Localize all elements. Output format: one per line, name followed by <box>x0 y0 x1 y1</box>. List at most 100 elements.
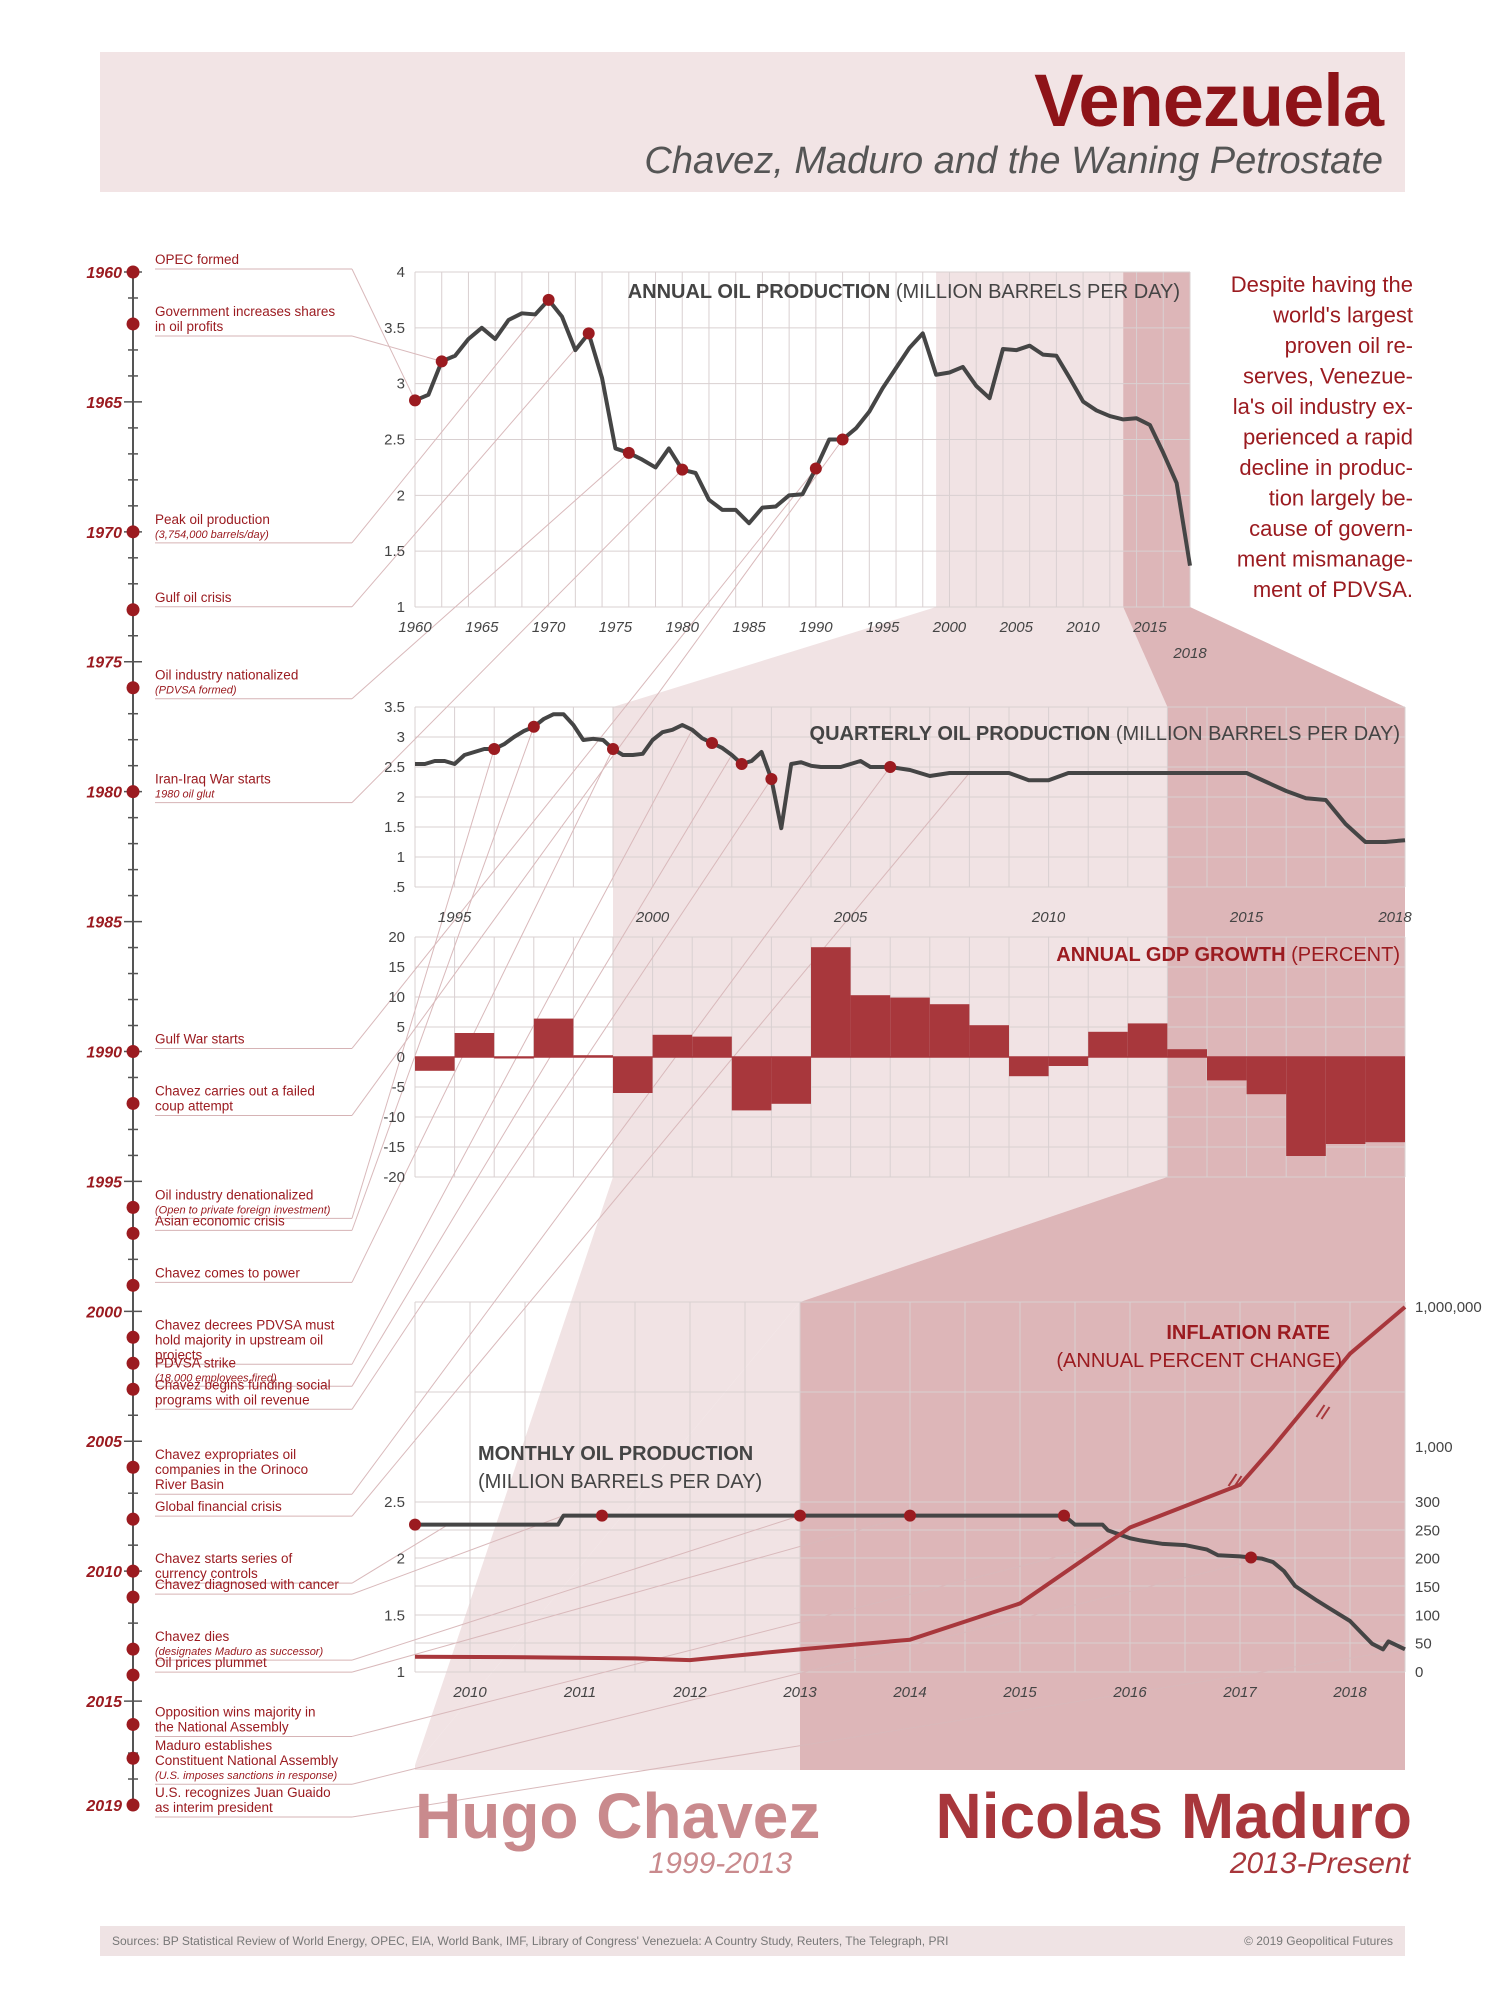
timeline-event-label: Maduro establishes <box>155 1738 272 1753</box>
timeline-event-dot <box>126 317 140 331</box>
gdp-bar <box>771 1057 811 1104</box>
timeline-event-label: OPEC formed <box>155 252 239 267</box>
timeline-event-label: Oil industry nationalized <box>155 668 298 683</box>
timeline-year-label: 1960 <box>86 265 122 282</box>
monthly-chart-unit: (MILLION BARRELS PER DAY) <box>478 1471 762 1493</box>
monthly-x-tick: 2016 <box>1112 1684 1147 1701</box>
timeline-event: Chavez diagnosed with cancer <box>126 1577 339 1604</box>
gdp-bar <box>652 1034 693 1057</box>
quarterly-highlight-point <box>706 737 718 749</box>
gdp-bar <box>1167 1049 1207 1057</box>
chavez-band-transition-2 <box>415 1177 1168 1765</box>
monthly-highlight-point <box>794 1509 806 1522</box>
monthly-y-tick: 2.5 <box>384 1494 405 1511</box>
annual-highlight-point <box>542 293 555 306</box>
annual-highlight-point <box>809 462 822 475</box>
inflation-chart-unit: (ANNUAL PERCENT CHANGE) <box>1056 1350 1342 1372</box>
timeline-event-note: (Open to private foreign investment) <box>155 1204 331 1216</box>
connector-line <box>351 748 614 1283</box>
monthly-x-tick: 2013 <box>782 1684 817 1701</box>
timeline-event: Global financial crisis <box>126 1499 282 1526</box>
annual-y-tick: 2 <box>397 487 405 504</box>
gdp-y-tick: -15 <box>383 1139 405 1156</box>
connector-line <box>351 748 495 1219</box>
annual-highlight-point <box>836 433 849 446</box>
quarterly-y-tick: .5 <box>392 879 405 896</box>
gdp-bar <box>1127 1023 1168 1057</box>
annual-x-tick: 2018 <box>1172 645 1207 662</box>
gdp-bar <box>929 1004 970 1057</box>
timeline-event-label: companies in the Orinoco <box>155 1462 308 1477</box>
connector-line <box>351 766 891 1495</box>
maduro-band-monthly <box>800 1302 1405 1770</box>
gdp-y-tick: 20 <box>388 929 405 946</box>
quarterly-highlight-point <box>488 743 501 755</box>
intro-line: la's oil industry ex- <box>1233 394 1413 419</box>
connector-line <box>351 1648 1406 1818</box>
gdp-bar <box>1325 1057 1366 1144</box>
timeline-event-label: Chavez starts series of <box>155 1551 293 1566</box>
gdp-y-tick: -5 <box>392 1079 405 1096</box>
maduro-era-name: Nicolas Maduro <box>935 1780 1412 1852</box>
intro-line: tion largely be- <box>1269 486 1413 511</box>
monthly-x-tick: 2010 <box>452 1684 487 1701</box>
quarterly-highlight-point <box>765 773 778 785</box>
connector-line <box>351 754 733 1387</box>
inflation-y-tick: 50 <box>1415 1636 1432 1653</box>
timeline-event-dot <box>126 681 140 695</box>
annual-x-tick: 2010 <box>1065 619 1100 636</box>
timeline: 1960 1965 1970 1975 1980 1985 1990 1995 2000 2005… <box>85 252 339 1815</box>
timeline-event: Chavez comes to power <box>126 1265 300 1292</box>
monthly-y-tick: 2 <box>397 1551 405 1568</box>
timeline-event-label: Government increases shares <box>155 304 335 319</box>
annual-y-tick: 4 <box>397 264 405 281</box>
annual-x-tick: 1975 <box>599 619 633 636</box>
inflation-axis-break <box>1227 1473 1238 1487</box>
gdp-bar <box>533 1018 574 1057</box>
timeline-year-label: 1985 <box>86 915 123 932</box>
timeline-event-label: projects <box>155 1347 203 1362</box>
annual-x-tick: 1985 <box>732 619 766 636</box>
gdp-bar <box>731 1057 772 1111</box>
gdp-bar <box>850 995 891 1057</box>
timeline-year-label: 1975 <box>86 655 123 672</box>
inflation-axis-break <box>1232 1475 1243 1489</box>
annual-chart-title: ANNUAL OIL PRODUCTION (MILLION BARRELS P… <box>628 281 1180 303</box>
timeline-event-label: Gulf War starts <box>155 1031 245 1046</box>
timeline-event: Iran-Iraq War starts 1980 oil glut <box>126 772 271 801</box>
connector-line <box>351 333 590 608</box>
quarterly-highlight-point <box>527 720 540 733</box>
intro-line: perienced a rapid <box>1243 425 1413 450</box>
gdp-y-tick: 10 <box>388 989 405 1006</box>
timeline-event-dot <box>126 1226 140 1240</box>
quarterly-x-tick: 2005 <box>833 909 868 926</box>
timeline-event-label: River Basin <box>155 1477 224 1492</box>
intro-line: Despite having the <box>1231 272 1413 297</box>
timeline-event-dot <box>126 1751 140 1765</box>
timeline-event-label: in oil profits <box>155 319 224 334</box>
timeline-event-dot <box>126 785 140 799</box>
monthly-x-tick: 2011 <box>563 1684 596 1701</box>
timeline-event-label: Chavez decrees PDVSA must <box>155 1317 335 1332</box>
timeline-event: Gulf oil crisis <box>126 590 232 617</box>
gdp-y-tick: 15 <box>388 959 405 976</box>
footer: Sources: BP Statistical Review of World … <box>100 1926 1405 1956</box>
timeline-year-label: 1995 <box>86 1174 123 1191</box>
gdp-chart-title: ANNUAL GDP GROWTH (PERCENT) <box>1056 944 1400 966</box>
monthly-production-line <box>415 1513 1406 1652</box>
gdp-bar <box>890 997 930 1057</box>
maduro-band-transition-1 <box>1123 607 1405 707</box>
timeline-year-label: 2005 <box>85 1434 123 1451</box>
quarterly-y-tick: 1.5 <box>384 819 405 836</box>
timeline-event-label: Global financial crisis <box>155 1499 282 1514</box>
gdp-y-tick: 0 <box>397 1049 405 1066</box>
maduro-era-years: 2013-Present <box>1229 1847 1412 1880</box>
intro-line: serves, Venezue- <box>1243 364 1413 389</box>
timeline-event-dot <box>126 1590 140 1604</box>
inflation-y-tick: 1,000 <box>1415 1439 1453 1456</box>
